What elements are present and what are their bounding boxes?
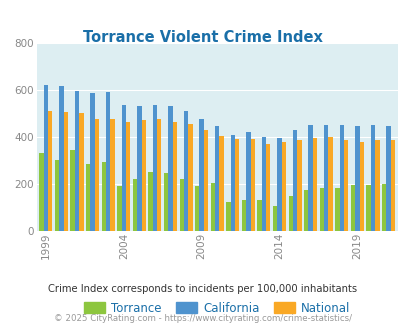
Bar [121,105,126,231]
Bar [359,142,363,231]
Bar [79,114,83,231]
Bar [86,164,90,231]
Bar [164,173,168,231]
Bar [64,112,68,231]
Bar [226,202,230,231]
Bar [288,196,292,231]
Bar [319,187,323,231]
Bar [157,119,161,231]
Bar [132,179,137,231]
Bar [126,122,130,231]
Bar [70,150,75,231]
Bar [350,185,354,231]
Bar [374,141,379,231]
Bar [308,125,312,231]
Bar [94,119,99,231]
Bar [215,126,219,231]
Bar [335,187,339,231]
Bar [390,141,394,231]
Bar [366,185,370,231]
Bar [172,122,177,231]
Bar [272,206,277,231]
Bar [312,138,316,231]
Bar [110,119,115,231]
Bar [203,130,208,231]
Bar [261,137,265,231]
Bar [179,179,183,231]
Bar [354,126,359,231]
Bar [343,141,347,231]
Bar [106,92,110,231]
Bar [90,93,94,231]
Bar [250,139,254,231]
Bar [277,138,281,231]
Bar [386,126,390,231]
Bar [245,132,250,231]
Bar [152,105,157,231]
Bar [55,160,59,231]
Text: © 2025 CityRating.com - https://www.cityrating.com/crime-statistics/: © 2025 CityRating.com - https://www.city… [54,314,351,323]
Bar [137,106,141,231]
Bar [219,136,223,231]
Bar [303,190,308,231]
Bar [230,135,234,231]
Text: Crime Index corresponds to incidents per 100,000 inhabitants: Crime Index corresponds to incidents per… [48,284,357,294]
Text: Torrance Violent Crime Index: Torrance Violent Crime Index [83,30,322,45]
Bar [168,106,172,231]
Bar [183,111,188,231]
Bar [44,85,48,231]
Bar [381,184,386,231]
Bar [199,119,203,231]
Bar [296,141,301,231]
Bar [339,125,343,231]
Bar [59,86,64,231]
Bar [101,162,106,231]
Bar [281,142,286,231]
Bar [48,111,52,231]
Legend: Torrance, California, National: Torrance, California, National [79,297,354,319]
Bar [188,124,192,231]
Bar [210,183,215,231]
Bar [323,125,328,231]
Bar [257,200,261,231]
Bar [370,125,374,231]
Bar [141,120,145,231]
Bar [234,139,239,231]
Bar [265,144,270,231]
Bar [195,186,199,231]
Bar [117,186,121,231]
Bar [39,153,44,231]
Bar [292,130,296,231]
Bar [241,200,245,231]
Bar [148,172,152,231]
Bar [328,137,332,231]
Bar [75,91,79,231]
